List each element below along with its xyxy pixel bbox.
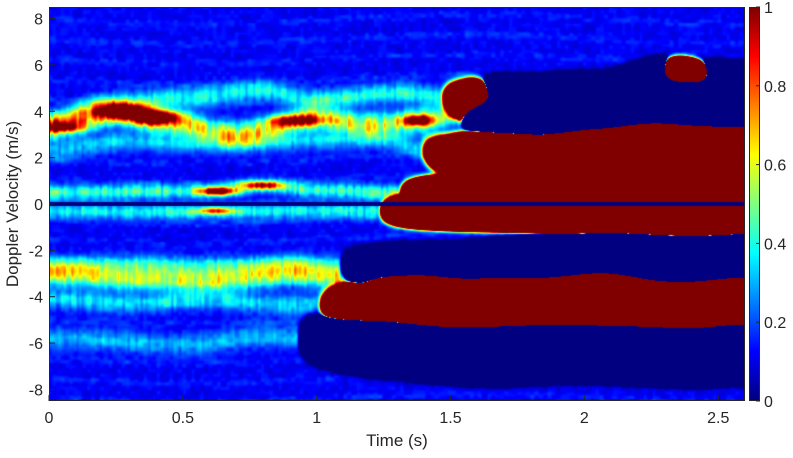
colorbar-axis: 0 0.2 0.4 0.6 0.8 1 bbox=[756, 0, 786, 411]
x-axis-label: Time (s) bbox=[366, 431, 428, 450]
colorbar-tick-label: 0.2 bbox=[764, 315, 786, 332]
y-tick-label: 2 bbox=[34, 151, 43, 168]
y-tick-label: -4 bbox=[29, 290, 43, 307]
colorbar-container bbox=[749, 7, 760, 401]
y-axis: -8 -6 -4 -2 0 2 4 6 8 bbox=[29, 12, 55, 399]
x-tick-label: 0 bbox=[45, 410, 54, 427]
y-tick-label: -2 bbox=[29, 243, 43, 260]
x-axis: 0 0.5 1 1.5 2 2.5 bbox=[45, 395, 729, 427]
colorbar-frame bbox=[749, 7, 760, 401]
heatmap-container bbox=[49, 7, 745, 401]
colorbar-gradient bbox=[749, 7, 760, 401]
colorbar-tick-label: 0.8 bbox=[764, 79, 786, 96]
x-tick-label: 1.5 bbox=[439, 410, 461, 427]
colorbar-tick-label: 0.4 bbox=[764, 236, 786, 253]
y-tick-label: 6 bbox=[34, 58, 43, 75]
y-tick-label: 8 bbox=[34, 12, 43, 29]
heatmap-image bbox=[49, 7, 745, 401]
x-tick-label: 2.5 bbox=[707, 410, 729, 427]
y-axis-label: Doppler Velocity (m/s) bbox=[3, 121, 22, 287]
y-tick-label: 4 bbox=[34, 104, 43, 121]
colorbar-tick-label: 0.6 bbox=[764, 158, 786, 175]
x-tick-label: 2 bbox=[580, 410, 589, 427]
y-tick-label: -6 bbox=[29, 336, 43, 353]
y-tick-label: 0 bbox=[34, 197, 43, 214]
x-tick-label: 1 bbox=[312, 410, 321, 427]
colorbar-tick-label: 0 bbox=[764, 394, 773, 411]
colorbar-tick-label: 1 bbox=[764, 0, 773, 17]
y-tick-label: -8 bbox=[29, 382, 43, 399]
x-tick-label: 0.5 bbox=[172, 410, 194, 427]
